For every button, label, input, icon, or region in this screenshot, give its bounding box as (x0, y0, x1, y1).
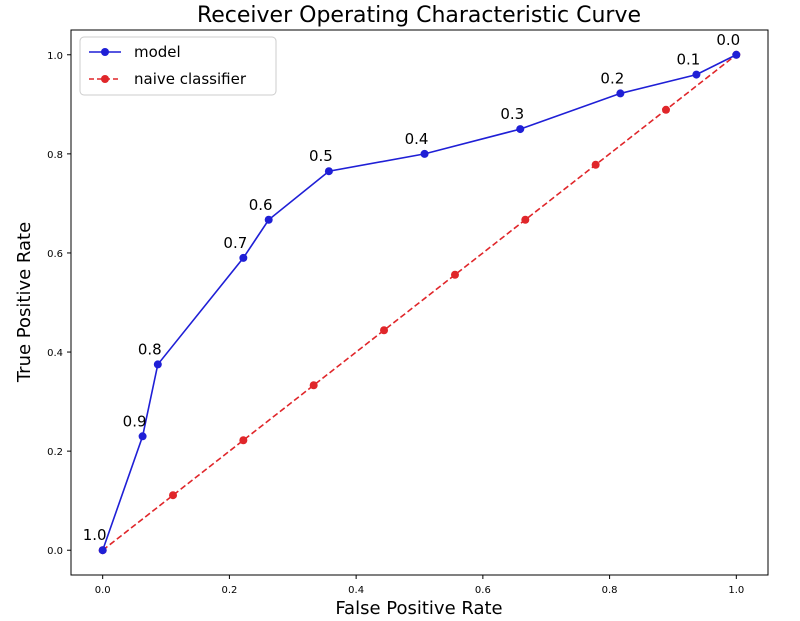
model-point (516, 125, 525, 134)
model-point (732, 50, 741, 59)
threshold-label: 0.6 (249, 196, 273, 214)
model-point (616, 89, 625, 98)
x-tick-label: 0.4 (348, 585, 364, 596)
x-tick-label: 0.8 (602, 585, 618, 596)
axis-ticks: 0.0 0.2 0.4 0.6 0.8 1.0 0.0 0.2 0.4 0.6 0.8 1.0 (47, 51, 744, 596)
y-tick-label: 0.2 (47, 447, 63, 458)
model-point (324, 167, 333, 176)
threshold-label: 0.4 (405, 130, 429, 148)
x-tick-label: 1.0 (728, 585, 744, 596)
model-point (420, 149, 429, 158)
naive-classifier-point (380, 326, 389, 335)
model-point (239, 253, 248, 262)
x-tick-label: 0.2 (221, 585, 237, 596)
threshold-label: 0.3 (500, 105, 524, 123)
naive-classifier-point (239, 436, 248, 445)
chart-title: Receiver Operating Characteristic Curve (197, 3, 641, 28)
y-tick-label: 1.0 (47, 51, 63, 62)
y-tick-label: 0.4 (47, 348, 63, 359)
naive-classifier-point (591, 160, 600, 169)
legend-naive-label: naive classifier (134, 70, 247, 88)
model-point (138, 432, 147, 441)
model-point (98, 546, 107, 555)
threshold-label: 0.2 (600, 69, 624, 87)
threshold-label: 0.5 (309, 147, 333, 165)
naive-classifier-point (169, 491, 178, 500)
y-tick-label: 0.8 (47, 150, 63, 161)
x-tick-label: 0.6 (475, 585, 491, 596)
series-layer: 1.0 0.9 0.8 0.7 0.6 0.5 0.4 0.3 0.2 0.1 0.0 (83, 31, 741, 555)
legend-model-label: model (134, 43, 181, 61)
threshold-label: 0.8 (138, 340, 162, 358)
naive-classifier-point (450, 270, 459, 279)
model-point (153, 360, 162, 369)
y-tick-label: 0.6 (47, 249, 63, 260)
x-axis-label: False Positive Rate (335, 598, 502, 619)
model-point (264, 215, 273, 224)
legend: model naive classifier (79, 36, 277, 96)
x-tick-label: 0.0 (95, 585, 111, 596)
threshold-label: 1.0 (83, 526, 107, 544)
legend-box (79, 36, 277, 96)
threshold-label: 0.1 (676, 51, 700, 69)
y-axis-label: True Positive Rate (14, 222, 35, 383)
legend-model-marker (101, 48, 109, 56)
naive-classifier-point (661, 105, 670, 114)
threshold-label: 0.7 (223, 234, 247, 252)
legend-naive-marker (101, 75, 109, 83)
y-tick-label: 0.0 (47, 546, 63, 557)
naive-classifier-point (309, 381, 318, 390)
threshold-label: 0.0 (716, 31, 740, 49)
threshold-label: 0.9 (123, 412, 147, 430)
plot-frame (70, 29, 769, 576)
naive-classifier-point (521, 215, 530, 224)
model-point (692, 70, 701, 79)
naive-classifier-line (102, 54, 737, 551)
